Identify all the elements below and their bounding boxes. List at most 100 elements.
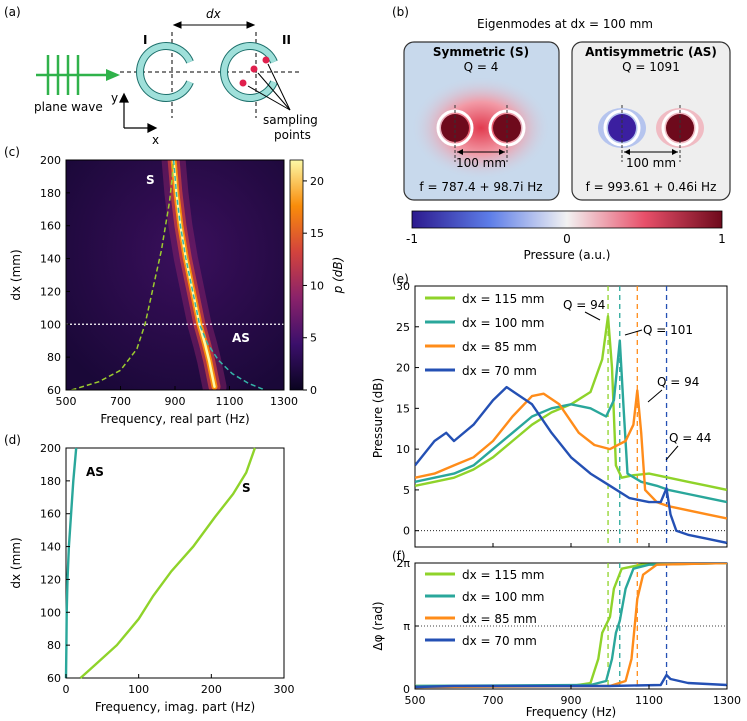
imag-annotation-s: S bbox=[242, 481, 251, 495]
imag-series-s-line bbox=[79, 447, 257, 679]
heatmap-s-branch-line bbox=[71, 160, 175, 390]
q-label-85: Q = 94 bbox=[657, 375, 699, 389]
sampling-point-2 bbox=[262, 56, 270, 64]
symmetric-mode-freq: f = 787.4 + 98.7i Hz bbox=[419, 180, 542, 194]
q-label-100: Q = 101 bbox=[643, 323, 693, 337]
panel-b: (b) Eigenmodes at dx = 100 mm Symmetric … bbox=[392, 5, 731, 262]
imag-y-tick-label: 60 bbox=[47, 672, 61, 685]
plane-wave-label: plane wave bbox=[34, 100, 103, 114]
pressure-legend-label: dx = 70 mm bbox=[462, 364, 537, 378]
panel-a: (a) plane wave y x I II bbox=[4, 5, 318, 147]
imag-x-tick-label: 0 bbox=[63, 683, 70, 696]
antisymmetric-mode-name: Antisymmetric (AS) bbox=[585, 45, 717, 59]
heatmap-plot-area bbox=[66, 160, 284, 390]
heatmap-colorbar-tick-label: 5 bbox=[310, 332, 317, 345]
pressure-legend-label: dx = 115 mm bbox=[462, 292, 545, 306]
imag-y-tick-label: 200 bbox=[40, 442, 61, 455]
phase-x-axis-label: Frequency (Hz) bbox=[526, 705, 617, 719]
symmetric-mode-name: Symmetric (S) bbox=[433, 45, 529, 59]
phase-y-tick-label: 0 bbox=[403, 683, 410, 696]
imag-series-as-line bbox=[64, 447, 78, 679]
phase-y-tick-label: π bbox=[403, 620, 410, 633]
imag-x-axis-label: Frequency, imag. part (Hz) bbox=[95, 700, 255, 714]
phase-y-axis-label: Δφ (rad) bbox=[371, 601, 385, 650]
heatmap-axes: 500 700 900 1100 1300 60 80 100 120 140 160 180 200 bbox=[40, 154, 298, 408]
pressure-y-tick-label: 10 bbox=[396, 443, 410, 456]
panel-label-b: (b) bbox=[392, 5, 409, 19]
heatmap-annotation-as: AS bbox=[232, 331, 250, 345]
pressure-series-line bbox=[415, 389, 727, 520]
heatmap-y-tick-label: 100 bbox=[40, 318, 61, 331]
pressure-y-tick-label: 20 bbox=[396, 362, 410, 375]
heatmap-x-tick-label: 500 bbox=[56, 395, 77, 408]
heatmap-colorbar-tick-label: 15 bbox=[310, 227, 324, 240]
imag-plot-area bbox=[64, 447, 257, 679]
imag-y-tick-label: 180 bbox=[40, 475, 61, 488]
panel-label-c: (c) bbox=[4, 145, 20, 159]
symmetric-mode-panel: Symmetric (S) Q = 4 100 mm f = 787.4 + 9… bbox=[403, 41, 560, 201]
phase-legend-label: dx = 70 mm bbox=[462, 634, 537, 648]
pressure-plot-axes: 0 5 10 15 20 25 30 bbox=[396, 280, 728, 547]
imag-y-tick-label: 80 bbox=[47, 639, 61, 652]
antisymmetric-mode-freq: f = 993.61 + 0.46i Hz bbox=[586, 180, 717, 194]
pressure-y-tick-label: 0 bbox=[403, 525, 410, 538]
sampling-point-3 bbox=[239, 79, 247, 87]
heatmap-x-tick-label: 1300 bbox=[270, 395, 298, 408]
phase-x-tick-label: 900 bbox=[561, 694, 582, 707]
phase-x-tick-label: 1100 bbox=[635, 694, 663, 707]
pressure-y-tick-label: 25 bbox=[396, 321, 410, 334]
phase-plot-axes: 500 700 900 1100 1300 0 π 2π bbox=[396, 557, 741, 707]
phase-x-tick-label: 1300 bbox=[713, 694, 741, 707]
heatmap-as-branch-line bbox=[172, 160, 266, 390]
pressure-plot-area bbox=[415, 286, 727, 547]
imag-plot-axes: 0 100 200 300 60 80 100 120 140 160 180 200 bbox=[40, 442, 295, 696]
heatmap-x-tick-label: 700 bbox=[110, 395, 131, 408]
phase-y-tick-label: 2π bbox=[396, 557, 410, 570]
heatmap-x-axis-label: Frequency, real part (Hz) bbox=[100, 412, 249, 426]
phase-legend: dx = 115 mm dx = 100 mm dx = 85 mm dx = 70 … bbox=[425, 568, 545, 648]
symmetric-mode-q: Q = 4 bbox=[464, 60, 499, 74]
panel-label-d: (d) bbox=[4, 433, 21, 447]
phase-legend-label: dx = 85 mm bbox=[462, 612, 537, 626]
resonator-2-icon bbox=[220, 42, 278, 102]
heatmap-y-tick-label: 160 bbox=[40, 220, 61, 233]
heatmap-colorbar-tick-label: 0 bbox=[310, 384, 317, 397]
sampling-label-2: points bbox=[274, 128, 311, 142]
resonator-1-icon bbox=[136, 42, 194, 102]
imag-y-tick-label: 160 bbox=[40, 508, 61, 521]
pressure-series-line bbox=[415, 385, 727, 545]
imag-plot-frame bbox=[65, 447, 285, 679]
pressure-legend-label: dx = 100 mm bbox=[462, 316, 545, 330]
heatmap-x-tick-label: 1100 bbox=[216, 395, 244, 408]
imag-y-tick-label: 140 bbox=[40, 541, 61, 554]
sampling-arrows bbox=[247, 63, 291, 111]
imag-x-tick-label: 300 bbox=[274, 683, 295, 696]
eigenmodes-title: Eigenmodes at dx = 100 mm bbox=[477, 17, 653, 31]
heatmap-y-tick-label: 200 bbox=[40, 154, 61, 167]
heatmap-y-tick-label: 80 bbox=[47, 351, 61, 364]
panel-c: (c) 500 700 900 1100 13006080100120140160180… bbox=[4, 145, 345, 426]
heatmap-annotation-s: S bbox=[146, 173, 155, 187]
heatmap-y-axis-label: dx (mm) bbox=[9, 249, 23, 300]
symmetric-mode-gap: 100 mm bbox=[456, 156, 506, 170]
imag-y-tick-label: 120 bbox=[40, 573, 61, 586]
pressure-colorbar: -1 0 1 Pressure (a.u.) bbox=[406, 210, 726, 262]
dx-arrow bbox=[172, 21, 256, 29]
pressure-y-tick-label: 30 bbox=[396, 280, 410, 293]
heatmap-y-tick-label: 140 bbox=[40, 253, 61, 266]
heatmap-y-tick-label: 180 bbox=[40, 187, 61, 200]
heatmap-colorbar bbox=[289, 159, 304, 391]
pressure-annotations: Q = 94 Q = 101 Q = 94 Q = 44 bbox=[563, 298, 711, 461]
pressure-colorbar-tick-min: -1 bbox=[406, 232, 418, 246]
panel-label-e: (e) bbox=[392, 272, 409, 286]
phase-series-line bbox=[415, 563, 727, 688]
heatmap-y-tick-label: 120 bbox=[40, 285, 61, 298]
pressure-legend-label: dx = 85 mm bbox=[462, 340, 537, 354]
imag-x-tick-label: 100 bbox=[128, 683, 149, 696]
imag-annotation-as: AS bbox=[86, 465, 104, 479]
pressure-legend: dx = 115 mm dx = 100 mm dx = 85 mm dx = 70 … bbox=[425, 292, 545, 378]
pressure-plot-frame bbox=[414, 285, 728, 548]
q-label-70: Q = 44 bbox=[669, 431, 711, 445]
